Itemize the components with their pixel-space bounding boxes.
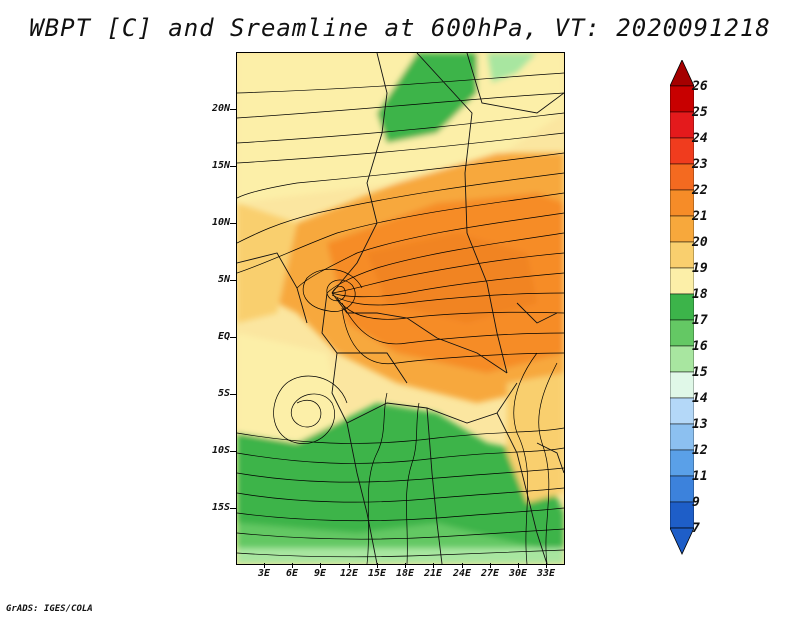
lat-label: 5S	[217, 388, 230, 399]
colorbar-top-arrow	[670, 60, 694, 87]
colorbar-swatch	[670, 85, 694, 113]
colorbar-swatch	[670, 345, 694, 373]
colorbar-label: 11	[692, 469, 708, 484]
wbpt-field	[237, 53, 564, 564]
lon-label: 24E	[452, 568, 472, 579]
lon-label: 21E	[423, 568, 443, 579]
lon-tick	[264, 563, 265, 568]
lon-tick	[433, 563, 434, 568]
lon-tick	[292, 563, 293, 568]
lon-tick	[518, 563, 519, 568]
lat-tick	[230, 394, 236, 395]
colorbar-swatch	[670, 319, 694, 347]
lon-tick	[377, 563, 378, 568]
colorbar-swatch	[670, 501, 694, 529]
colorbar-label: 25	[692, 105, 708, 120]
lat-label: 15N	[211, 160, 230, 171]
lat-tick	[230, 451, 236, 452]
colorbar-label: 24	[692, 131, 708, 146]
colorbar-swatch	[670, 267, 694, 295]
colorbar-swatch	[670, 475, 694, 503]
lon-label: 27E	[480, 568, 500, 579]
colorbar-label: 20	[692, 235, 708, 250]
colorbar-label: 22	[692, 183, 708, 198]
country-borders	[237, 53, 564, 564]
lat-label: 15S	[211, 502, 230, 513]
lat-label: 20N	[211, 103, 230, 114]
lat-label: 5N	[217, 274, 230, 285]
lon-tick	[349, 563, 350, 568]
colorbar-swatch	[670, 111, 694, 139]
lon-label: 15E	[367, 568, 387, 579]
colorbar-label: 19	[692, 261, 708, 276]
lon-label: 9E	[313, 568, 327, 579]
lat-tick	[230, 280, 236, 281]
lat-tick	[230, 223, 236, 224]
colorbar-label: 23	[692, 157, 708, 172]
colorbar	[670, 60, 694, 555]
colorbar-swatch	[670, 423, 694, 451]
colorbar-label: 16	[692, 339, 708, 354]
colorbar-label: 15	[692, 365, 708, 380]
lon-label: 30E	[508, 568, 528, 579]
colorbar-swatch	[670, 163, 694, 191]
colorbar-label: 13	[692, 417, 708, 432]
footer-credit: GrADS: IGES/COLA	[6, 604, 93, 614]
lat-tick	[230, 166, 236, 167]
lon-tick	[462, 563, 463, 568]
colorbar-label: 26	[692, 79, 708, 94]
lon-label: 33E	[536, 568, 556, 579]
lon-label: 12E	[339, 568, 359, 579]
colorbar-label: 21	[692, 209, 708, 224]
colorbar-swatch	[670, 137, 694, 165]
streamlines	[237, 72, 564, 564]
lon-label: 3E	[257, 568, 271, 579]
colorbar-swatch	[670, 215, 694, 243]
lat-tick	[230, 109, 236, 110]
colorbar-swatch	[670, 371, 694, 399]
chart-title: WBPT [C] and Sreamline at 600hPa, VT: 20…	[29, 14, 771, 42]
colorbar-label: 17	[692, 313, 708, 328]
lon-label: 18E	[395, 568, 415, 579]
colorbar-swatch	[670, 449, 694, 477]
colorbar-label: 12	[692, 443, 708, 458]
colorbar-label: 18	[692, 287, 708, 302]
lat-label: 10N	[211, 217, 230, 228]
colorbar-label: 9	[692, 495, 700, 510]
lon-label: 6E	[285, 568, 299, 579]
colorbar-swatch	[670, 293, 694, 321]
lat-label: EQ	[217, 331, 230, 342]
colorbar-bottom-arrow	[670, 527, 694, 555]
colorbar-label: 14	[692, 391, 708, 406]
lon-tick	[405, 563, 406, 568]
lat-tick	[230, 508, 236, 509]
lon-tick	[546, 563, 547, 568]
colorbar-swatch	[670, 397, 694, 425]
map-panel	[236, 52, 565, 565]
lat-label: 10S	[211, 445, 230, 456]
colorbar-swatch	[670, 189, 694, 217]
colorbar-label: 7	[692, 521, 700, 536]
lon-tick	[320, 563, 321, 568]
lon-tick	[490, 563, 491, 568]
lat-tick	[230, 337, 236, 338]
colorbar-swatch	[670, 241, 694, 269]
